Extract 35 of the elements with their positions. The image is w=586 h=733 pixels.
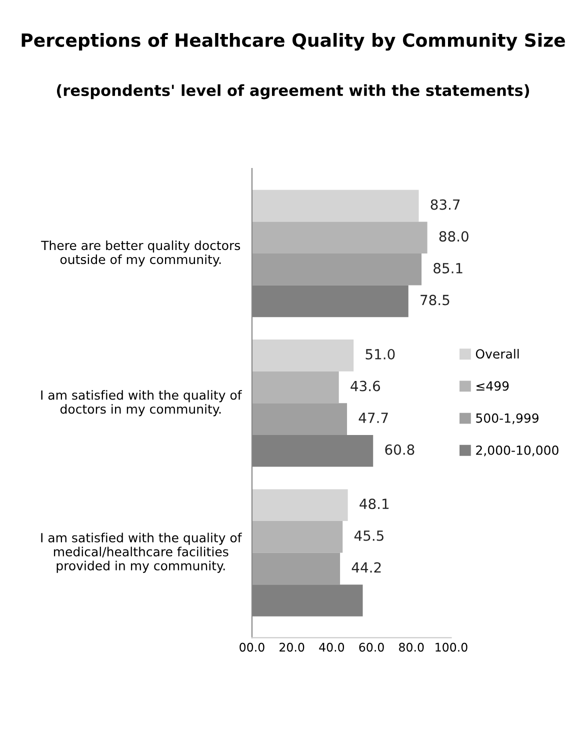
x-tick-label: 40.0 [319, 642, 344, 652]
bar [252, 254, 422, 286]
data-label: 44.2 [352, 562, 381, 573]
bar [252, 371, 339, 404]
bar [252, 222, 428, 254]
x-tick-label: 60.0 [359, 642, 384, 652]
bar [252, 489, 348, 521]
x-tick-label: 20.0 [280, 642, 304, 652]
data-label: 88.0 [439, 231, 468, 242]
data-label: 51.0 [366, 348, 395, 360]
x-tick-label: 80.0 [399, 642, 424, 652]
data-label: 48.1 [360, 498, 389, 510]
data-label: 78.5 [420, 294, 450, 306]
data-label: 60.8 [385, 444, 414, 455]
legend-label: ≤499 [476, 381, 509, 391]
bar [252, 340, 354, 372]
bar [252, 552, 340, 585]
x-tick-label: 00.0 [240, 642, 264, 652]
y-tick-label: I am satisfied with the quality of medical/healthcare facilities provided in my community. [41, 532, 242, 573]
legend-label: Overall [476, 348, 519, 359]
bar [252, 403, 348, 435]
x-tick-label: 100.0 [436, 642, 468, 652]
data-label: 83.7 [430, 199, 460, 210]
legend-label: 2,000-10,000 [476, 445, 558, 456]
legend-label: 500-1,999 [476, 413, 538, 424]
data-label: 47.7 [358, 412, 388, 423]
chart-title: Perceptions of Healthcare Quality by Community Size [22, 32, 565, 51]
data-label: 43.6 [350, 380, 380, 392]
bar [252, 190, 419, 222]
data-label: 85.1 [434, 262, 462, 274]
data-label: 45.5 [354, 530, 384, 541]
bar [252, 520, 343, 553]
chart-subtitle: (respondents' level of agreement with the statements) [56, 84, 530, 100]
y-tick-label: I am satisfied with the quality of doctors in my community. [41, 390, 242, 416]
y-tick-label: There are better quality doctors outside of my community. [41, 240, 240, 267]
